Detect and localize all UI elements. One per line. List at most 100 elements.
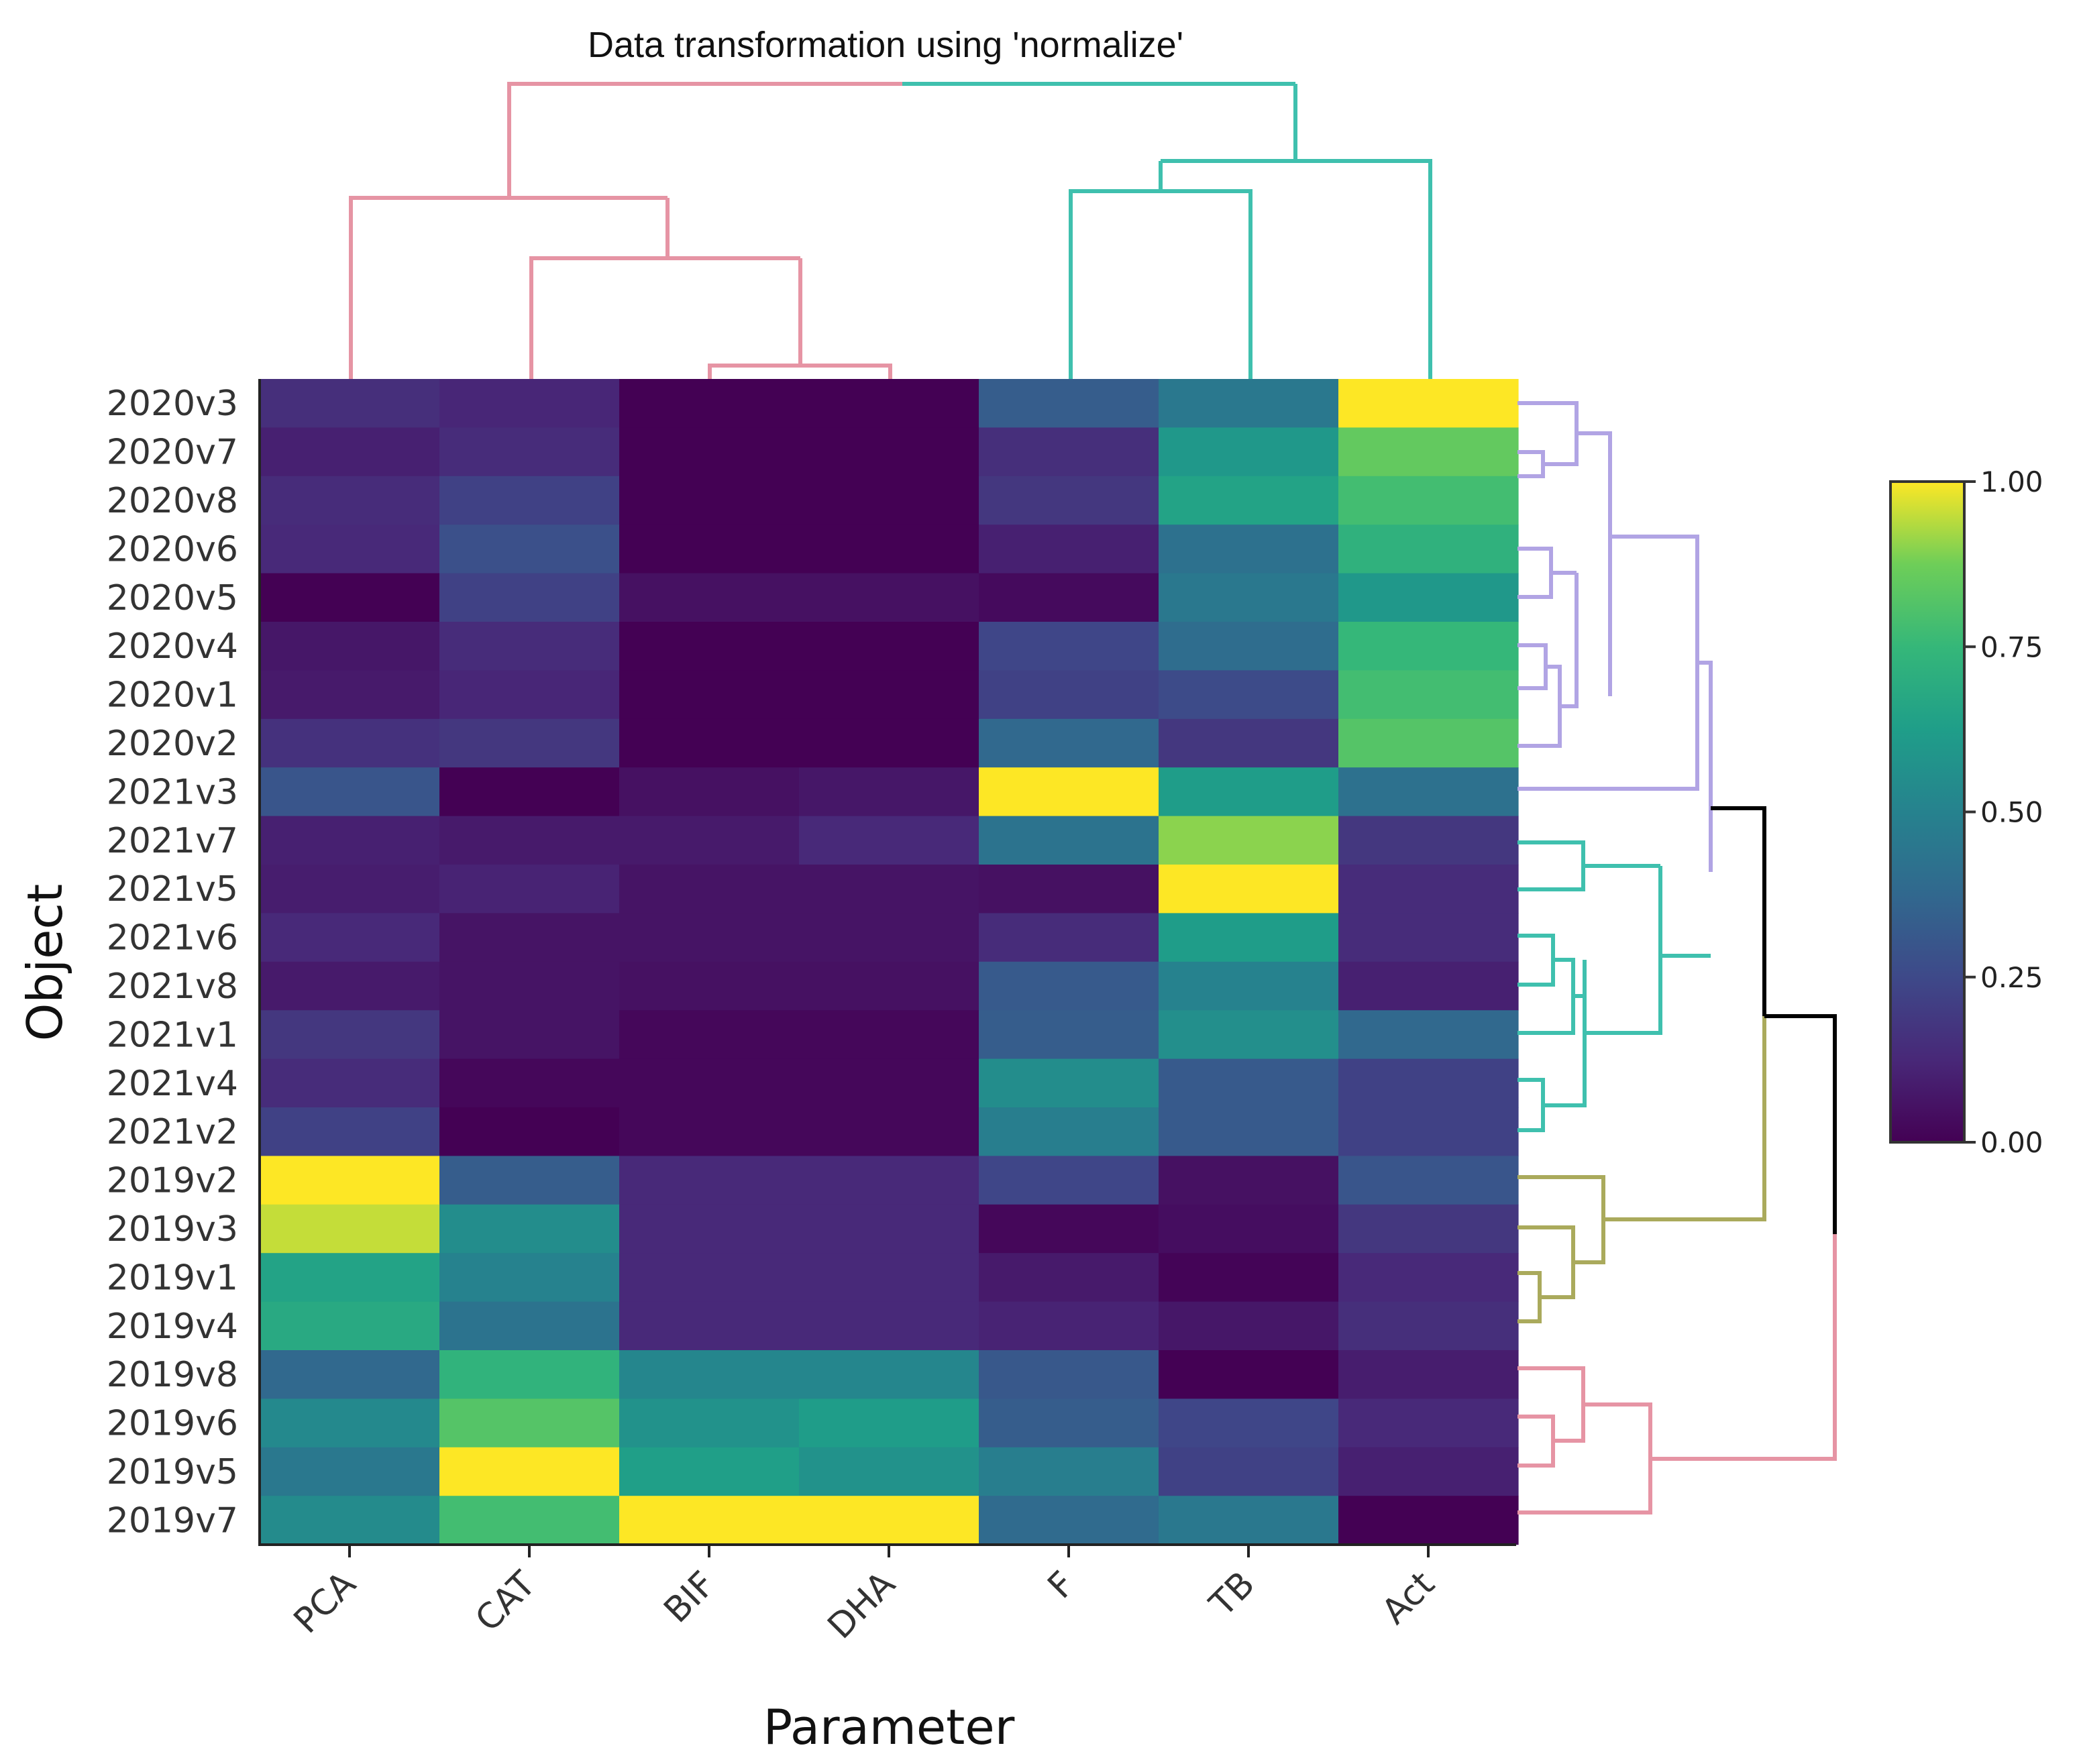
heatmap-cell-2019v7-DHA — [799, 1496, 979, 1545]
colorbar-ticks: 0.00 0.25 0.50 0.75 1.00 — [1964, 465, 2043, 1159]
heatmap-cell-2020v7-DHA — [799, 427, 979, 477]
heatmap-cell-2019v5-TB — [1159, 1447, 1339, 1496]
heatmap-cell-2021v2-TB — [1159, 1107, 1339, 1156]
column-label-TB: TB — [1202, 1564, 1263, 1625]
heatmap-cell-2021v8-Act — [1338, 961, 1519, 1011]
colorbar-label-0.75: 0.75 — [1980, 630, 2043, 663]
heatmap-cell-2021v4-F — [979, 1058, 1159, 1108]
row-label-2020v7: 2020v7 — [107, 433, 238, 473]
heatmap-cell-2020v5-TB — [1159, 573, 1339, 622]
heatmap-cell-2020v5-BIF — [619, 573, 800, 622]
heatmap-cell-2020v3-CAT — [439, 379, 620, 428]
heatmap-cell-2021v3-BIF — [619, 767, 800, 817]
column-dendrogram — [349, 82, 1432, 379]
heatmap-cell-2020v4-CAT — [439, 622, 620, 671]
row-label-2021v3: 2021v3 — [107, 772, 238, 812]
heatmap-cell-2019v7-PCA — [260, 1496, 440, 1545]
row-labels: 2020v3 2020v7 2020v8 2020v6 2020v5 2020v4 2020… — [107, 384, 238, 1541]
heatmap-cell-2020v4-TB — [1159, 622, 1339, 671]
heatmap-cell-2021v5-CAT — [439, 865, 620, 914]
heatmap-cell-2019v1-DHA — [799, 1253, 979, 1303]
heatmap-cell-2020v3-Act — [1338, 379, 1519, 428]
heatmap-cell-2020v6-F — [979, 525, 1159, 574]
heatmap-cell-2019v2-CAT — [439, 1156, 620, 1205]
heatmap-cell-2020v4-Act — [1338, 622, 1519, 671]
heatmap-cell-2019v5-DHA — [799, 1447, 979, 1496]
heatmap-cell-2021v8-PCA — [260, 961, 440, 1011]
heatmap-cell-2020v5-DHA — [799, 573, 979, 622]
colorbar-label-1.00: 1.00 — [1980, 465, 2043, 498]
heatmap-cell-2019v1-TB — [1159, 1253, 1339, 1303]
heatmap-cell-2019v8-PCA — [260, 1350, 440, 1399]
heatmap-cell-2019v4-TB — [1159, 1301, 1339, 1351]
heatmap-cell-2019v6-DHA — [799, 1398, 979, 1448]
heatmap-cell-2020v6-BIF — [619, 525, 800, 574]
heatmap-cell-2019v7-CAT — [439, 1496, 620, 1545]
heatmap-cell-2021v8-CAT — [439, 961, 620, 1011]
heatmap-cell-2020v4-BIF — [619, 622, 800, 671]
heatmap-cell-2019v4-DHA — [799, 1301, 979, 1351]
column-label-CAT: CAT — [468, 1564, 543, 1640]
heatmap-cell-2019v5-PCA — [260, 1447, 440, 1496]
heatmap-cell-2021v2-F — [979, 1107, 1159, 1156]
heatmap-cell-2019v2-TB — [1159, 1156, 1339, 1205]
heatmap-cell-2019v5-BIF — [619, 1447, 800, 1496]
heatmap-cell-2020v7-TB — [1159, 427, 1339, 477]
heatmap-cell-2019v5-CAT — [439, 1447, 620, 1496]
row-label-2021v8: 2021v8 — [107, 967, 238, 1007]
heatmap-cell-2019v3-PCA — [260, 1204, 440, 1254]
heatmap-cell-2020v2-PCA — [260, 718, 440, 768]
heatmap-cell-2019v7-F — [979, 1496, 1159, 1545]
heatmap-cell-2019v3-Act — [1338, 1204, 1519, 1254]
heatmap-cell-2021v7-BIF — [619, 816, 800, 865]
heatmap-cell-2020v1-DHA — [799, 670, 979, 720]
heatmap-cell-2021v1-BIF — [619, 1010, 800, 1060]
heatmap-cell-2019v3-DHA — [799, 1204, 979, 1254]
column-dendrogram-teal-branch — [902, 82, 1432, 379]
heatmap-cell-2019v4-BIF — [619, 1301, 800, 1351]
row-label-2019v3: 2019v3 — [107, 1209, 238, 1250]
heatmap-cell-2020v1-PCA — [260, 670, 440, 720]
colorbar-label-0.25: 0.25 — [1980, 961, 2043, 994]
column-label-Act: Act — [1375, 1564, 1443, 1633]
heatmap-cell-2020v3-BIF — [619, 379, 800, 428]
heatmap-cell-2019v3-CAT — [439, 1204, 620, 1254]
heatmap-cell-2021v6-CAT — [439, 913, 620, 962]
row-label-2020v6: 2020v6 — [107, 529, 238, 569]
row-label-2021v4: 2021v4 — [107, 1064, 238, 1104]
heatmap-cell-2021v8-DHA — [799, 961, 979, 1011]
heatmap-cell-2019v6-F — [979, 1398, 1159, 1448]
heatmap-cell-2021v2-PCA — [260, 1107, 440, 1156]
row-label-2020v3: 2020v3 — [107, 384, 238, 424]
heatmap-cell-2019v1-BIF — [619, 1253, 800, 1303]
heatmap-cell-2021v2-CAT — [439, 1107, 620, 1156]
row-dendrogram-teal-branch — [1517, 840, 1711, 1132]
heatmap-cell-2019v3-BIF — [619, 1204, 800, 1254]
row-dendrogram-olive-branch — [1517, 1016, 1766, 1323]
row-label-2020v2: 2020v2 — [107, 724, 238, 764]
heatmap-cell-2020v3-TB — [1159, 379, 1339, 428]
colorbar: 0.00 0.25 0.50 0.75 1.00 — [1889, 465, 2043, 1159]
heatmap-cell-2021v4-PCA — [260, 1058, 440, 1108]
heatmap-cell-2020v3-PCA — [260, 379, 440, 428]
heatmap-cell-2021v3-PCA — [260, 767, 440, 817]
row-dendrogram — [1517, 401, 1837, 1514]
heatmap-cell-2020v6-CAT — [439, 525, 620, 574]
heatmap-cell-2021v1-DHA — [799, 1010, 979, 1060]
row-label-2019v6: 2019v6 — [107, 1404, 238, 1444]
heatmap-cell-2021v5-PCA — [260, 865, 440, 914]
heatmap-cell-2021v7-TB — [1159, 816, 1339, 865]
heatmap-cell-2020v4-F — [979, 622, 1159, 671]
heatmap-cell-2020v6-Act — [1338, 525, 1519, 574]
heatmap-cell-2021v4-Act — [1338, 1058, 1519, 1108]
row-label-2020v4: 2020v4 — [107, 626, 238, 667]
heatmap-cell-2021v4-CAT — [439, 1058, 620, 1108]
heatmap-cell-2020v6-TB — [1159, 525, 1339, 574]
heatmap-cell-2019v8-TB — [1159, 1350, 1339, 1399]
heatmap-cell-2021v7-F — [979, 816, 1159, 865]
heatmap-cell-2019v2-BIF — [619, 1156, 800, 1205]
heatmap-cell-2021v3-TB — [1159, 767, 1339, 817]
row-label-2021v2: 2021v2 — [107, 1112, 238, 1152]
heatmap-cell-2020v3-DHA — [799, 379, 979, 428]
